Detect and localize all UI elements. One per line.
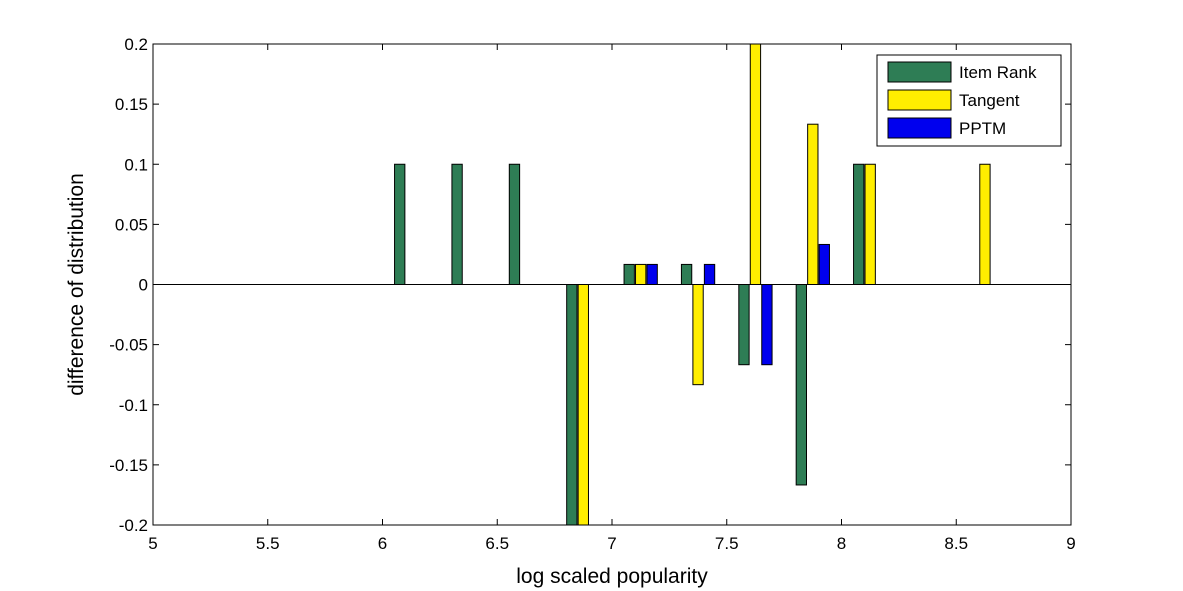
legend-swatch-item-rank xyxy=(887,61,952,83)
bar-tangent-1 xyxy=(635,263,647,285)
bar-item-rank-5 xyxy=(680,263,693,285)
bar-item-rank-1 xyxy=(451,163,463,285)
y-tick-label: -0.2 xyxy=(119,516,148,535)
bar-tangent-6 xyxy=(979,163,991,285)
bar-item-rank-0 xyxy=(394,163,406,285)
y-tick-label: -0.1 xyxy=(119,396,148,415)
y-tick-label: 0.2 xyxy=(124,35,148,54)
legend-swatch-pptm xyxy=(887,117,952,139)
legend-label-item-rank: Item Rank xyxy=(959,63,1037,82)
y-tick-label: 0.15 xyxy=(115,95,148,114)
bar-tangent-4 xyxy=(807,123,819,285)
bar-item-rank-4 xyxy=(623,263,635,285)
bar-item-rank-2 xyxy=(508,163,521,285)
x-tick-label: 9 xyxy=(1066,534,1075,553)
bars-layer xyxy=(394,43,991,526)
x-tick-label: 7 xyxy=(607,534,616,553)
x-tick-label: 6.5 xyxy=(485,534,509,553)
bar-item-rank-7 xyxy=(795,284,808,486)
bar-tangent-3 xyxy=(749,43,762,285)
x-tick-label: 7.5 xyxy=(715,534,739,553)
bar-tangent-5 xyxy=(864,163,876,285)
y-tick-label: -0.15 xyxy=(109,456,148,475)
legend-label-pptm: PPTM xyxy=(959,119,1006,138)
y-tick-label: 0.05 xyxy=(115,215,148,234)
x-tick-label: 8.5 xyxy=(944,534,968,553)
bar-item-rank-3 xyxy=(566,284,578,526)
y-axis-label: difference of distribution xyxy=(65,173,88,396)
y-tick-label: 0 xyxy=(139,276,148,295)
x-tick-label: 8 xyxy=(837,534,846,553)
bar-pptm-1 xyxy=(703,263,716,285)
bar-pptm-3 xyxy=(818,243,830,286)
bar-tangent-0 xyxy=(577,284,589,526)
y-tick-label: 0.1 xyxy=(124,155,148,174)
x-tick-label: 6 xyxy=(378,534,387,553)
bar-pptm-0 xyxy=(646,263,658,285)
legend-label-tangent: Tangent xyxy=(959,91,1020,110)
bar-item-rank-6 xyxy=(738,284,750,366)
bar-tangent-2 xyxy=(692,284,704,386)
legend-swatch-tangent xyxy=(887,89,952,111)
y-tick-label: -0.05 xyxy=(109,336,148,355)
axis-ticks: 5 5.5 6 6.5 7 7.5 8 8.5 9 -0.2 -0.15 -0.1 -0.05 0 0.05… xyxy=(109,35,1075,553)
x-axis-label: log scaled popularity xyxy=(516,565,708,588)
x-tick-label: 5.5 xyxy=(256,534,280,553)
bar-pptm-2 xyxy=(761,284,773,366)
legend: Item Rank Tangent PPTM xyxy=(876,54,1062,147)
bar-item-rank-8 xyxy=(853,163,865,285)
x-tick-label: 5 xyxy=(148,534,157,553)
